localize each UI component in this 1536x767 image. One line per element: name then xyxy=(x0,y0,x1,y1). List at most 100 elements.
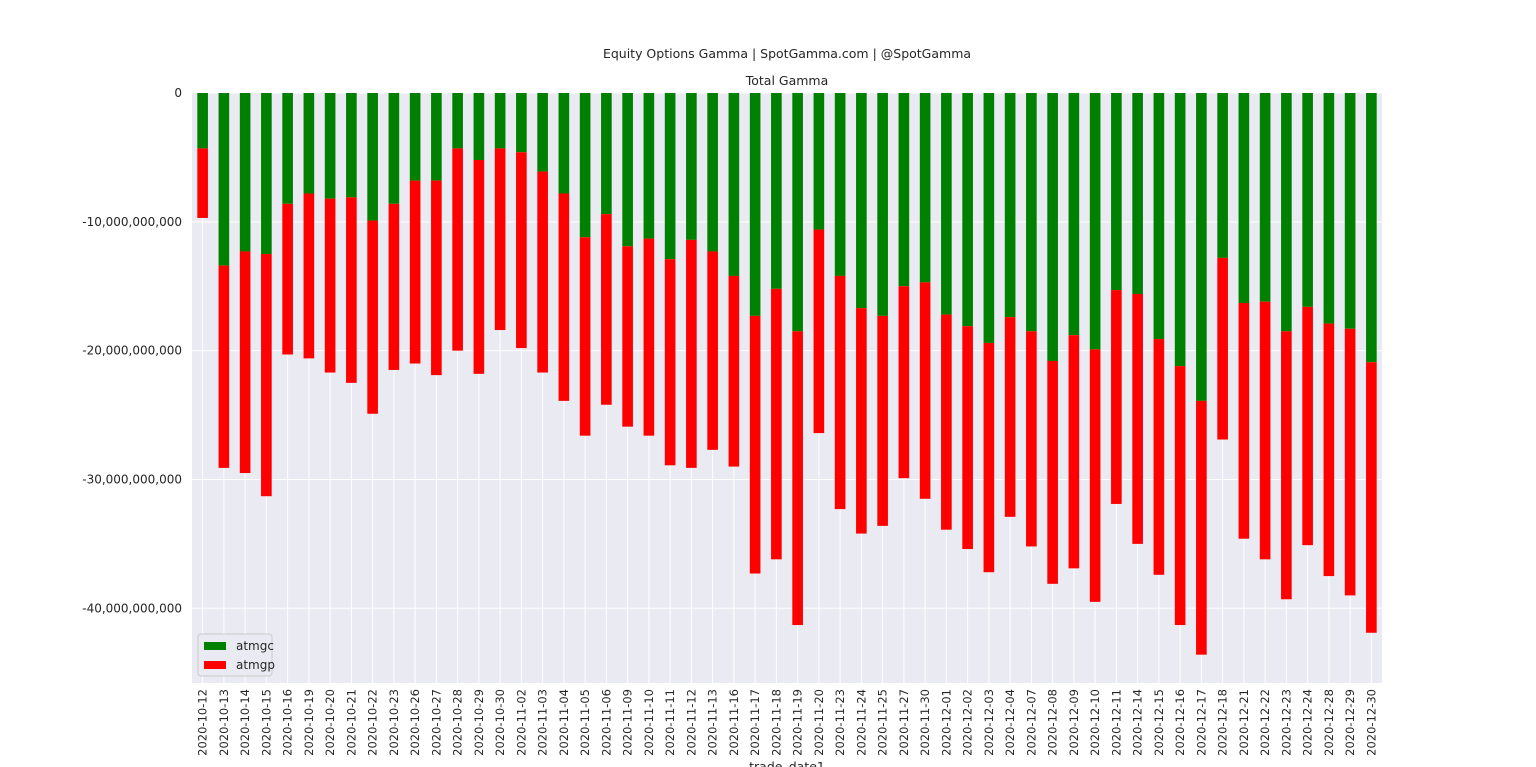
x-tick-label: 2020-11-18 xyxy=(769,689,783,756)
x-tick-label: 2020-12-18 xyxy=(1216,689,1230,756)
x-tick-label: 2020-12-28 xyxy=(1322,689,1336,756)
bar-atmgp-2020-10-12 xyxy=(197,148,208,218)
bar-atmgp-2020-12-18 xyxy=(1217,257,1228,440)
x-tick-label: 2020-10-16 xyxy=(281,689,295,756)
x-tick-label: 2020-12-07 xyxy=(1024,689,1038,756)
bar-atmgc-2020-10-26 xyxy=(409,93,421,181)
legend-swatch-atmgp xyxy=(204,661,226,669)
bar-atmgc-2020-12-10 xyxy=(1089,93,1101,350)
bar-atmgp-2020-12-22 xyxy=(1259,301,1271,560)
bar-atmgp-2020-11-30 xyxy=(919,282,931,499)
bar-atmgc-2020-11-23 xyxy=(834,93,846,276)
bar-atmgp-2020-11-04 xyxy=(558,193,570,401)
bar-atmgp-2020-10-16 xyxy=(282,203,293,355)
bar-atmgp-2020-12-24 xyxy=(1302,306,1313,546)
legend-swatch-atmgc xyxy=(204,642,226,650)
x-tick-label: 2020-12-10 xyxy=(1088,689,1102,756)
bar-atmgp-2020-12-15 xyxy=(1153,339,1165,575)
bar-atmgc-2020-12-15 xyxy=(1153,93,1165,340)
bar-atmgc-2020-11-19 xyxy=(792,93,803,332)
bar-atmgp-2020-11-23 xyxy=(834,275,846,510)
bar-atmgp-2020-12-21 xyxy=(1238,302,1250,539)
bar-atmgc-2020-12-28 xyxy=(1323,93,1335,324)
bar-atmgc-2020-11-10 xyxy=(643,93,655,239)
bar-atmgc-2020-10-19 xyxy=(303,93,315,194)
bar-atmgp-2020-12-29 xyxy=(1344,328,1356,596)
x-tick-label: 2020-10-21 xyxy=(344,689,358,756)
x-tick-label: 2020-12-11 xyxy=(1109,689,1123,756)
bar-atmgc-2020-11-16 xyxy=(728,93,740,276)
x-tick-label: 2020-10-26 xyxy=(408,689,422,756)
bars xyxy=(197,93,1377,655)
bar-atmgc-2020-12-01 xyxy=(941,93,952,315)
x-tick-label: 2020-11-05 xyxy=(578,689,592,756)
x-tick-label: 2020-10-28 xyxy=(451,689,465,756)
bar-atmgc-2020-12-03 xyxy=(983,93,995,343)
bar-atmgp-2020-12-23 xyxy=(1281,331,1292,600)
bar-atmgc-2020-12-02 xyxy=(962,93,973,327)
bar-atmgp-2020-11-19 xyxy=(792,331,803,626)
bar-atmgp-2020-11-24 xyxy=(856,308,867,534)
bar-atmgp-2020-11-05 xyxy=(579,237,591,436)
x-tick-label: 2020-12-22 xyxy=(1258,689,1272,756)
x-tick-label: 2020-10-13 xyxy=(217,689,231,756)
x-tick-label: 2020-12-03 xyxy=(982,689,996,756)
bar-atmgc-2020-11-11 xyxy=(664,93,676,260)
bar-atmgc-2020-12-21 xyxy=(1238,93,1250,303)
bar-atmgp-2020-12-11 xyxy=(1111,290,1122,504)
x-tick-label: 2020-11-06 xyxy=(599,689,613,756)
bar-atmgc-2020-11-02 xyxy=(516,93,527,153)
bar-atmgp-2020-10-21 xyxy=(346,197,357,383)
bar-atmgc-2020-12-09 xyxy=(1068,93,1080,336)
x-tick-label: 2020-10-30 xyxy=(493,689,507,756)
x-tick-label: 2020-12-14 xyxy=(1131,689,1145,756)
x-tick-label: 2020-11-11 xyxy=(663,689,677,756)
y-axis-ticks: 0 -10,000,000,000 -20,000,000,000 -30,000,0… xyxy=(82,86,182,615)
bar-atmgc-2020-12-14 xyxy=(1132,93,1143,294)
bar-atmgc-2020-11-20 xyxy=(813,93,825,230)
bar-atmgc-2020-10-13 xyxy=(218,93,230,266)
x-tick-label: 2020-12-15 xyxy=(1152,689,1166,756)
bar-atmgc-2020-10-16 xyxy=(282,93,293,204)
x-tick-label: 2020-11-13 xyxy=(706,689,720,756)
bar-atmgc-2020-10-28 xyxy=(452,93,463,149)
bar-atmgp-2020-11-18 xyxy=(771,288,782,560)
x-tick-label: 2020-12-02 xyxy=(961,689,975,756)
bar-atmgp-2020-11-20 xyxy=(813,229,825,434)
bar-atmgc-2020-10-22 xyxy=(367,93,378,221)
bar-atmgc-2020-11-27 xyxy=(898,93,910,287)
x-axis-label: trade_date1 xyxy=(749,759,825,767)
bar-atmgp-2020-10-15 xyxy=(261,254,272,497)
bar-atmgc-2020-11-24 xyxy=(856,93,867,309)
y-tick-label: -40,000,000,000 xyxy=(82,601,182,615)
x-tick-label: 2020-11-25 xyxy=(876,689,890,756)
x-tick-label: 2020-10-29 xyxy=(472,689,486,756)
x-tick-label: 2020-12-30 xyxy=(1364,689,1378,756)
bar-atmgc-2020-12-18 xyxy=(1217,93,1228,258)
x-tick-label: 2020-12-16 xyxy=(1173,689,1187,756)
x-tick-label: 2020-10-20 xyxy=(323,689,337,756)
bar-atmgc-2020-12-29 xyxy=(1344,93,1356,329)
bar-atmgc-2020-12-11 xyxy=(1111,93,1122,291)
bar-atmgp-2020-11-10 xyxy=(643,238,655,436)
bar-atmgp-2020-10-23 xyxy=(388,203,400,370)
legend-label-atmgc: atmgc xyxy=(236,639,274,653)
bar-atmgp-2020-11-09 xyxy=(622,246,633,427)
legend-label-atmgp: atmgp xyxy=(236,658,275,672)
bar-atmgc-2020-10-27 xyxy=(431,93,442,181)
x-tick-label: 2020-10-27 xyxy=(429,689,443,756)
bar-atmgc-2020-11-09 xyxy=(622,93,633,247)
x-tick-label: 2020-11-23 xyxy=(833,689,847,756)
bar-atmgc-2020-11-12 xyxy=(686,93,697,240)
bar-atmgc-2020-10-29 xyxy=(473,93,485,160)
bar-atmgc-2020-11-17 xyxy=(749,93,761,316)
bar-atmgp-2020-10-14 xyxy=(239,251,251,474)
bar-atmgp-2020-12-08 xyxy=(1047,360,1058,584)
bar-atmgc-2020-12-22 xyxy=(1259,93,1271,302)
bar-atmgc-2020-12-17 xyxy=(1196,93,1207,401)
bar-atmgp-2020-10-29 xyxy=(473,159,485,374)
x-tick-label: 2020-10-22 xyxy=(366,689,380,756)
x-tick-label: 2020-10-19 xyxy=(302,689,316,756)
bar-atmgp-2020-12-16 xyxy=(1174,366,1186,626)
bar-atmgc-2020-12-24 xyxy=(1302,93,1313,307)
